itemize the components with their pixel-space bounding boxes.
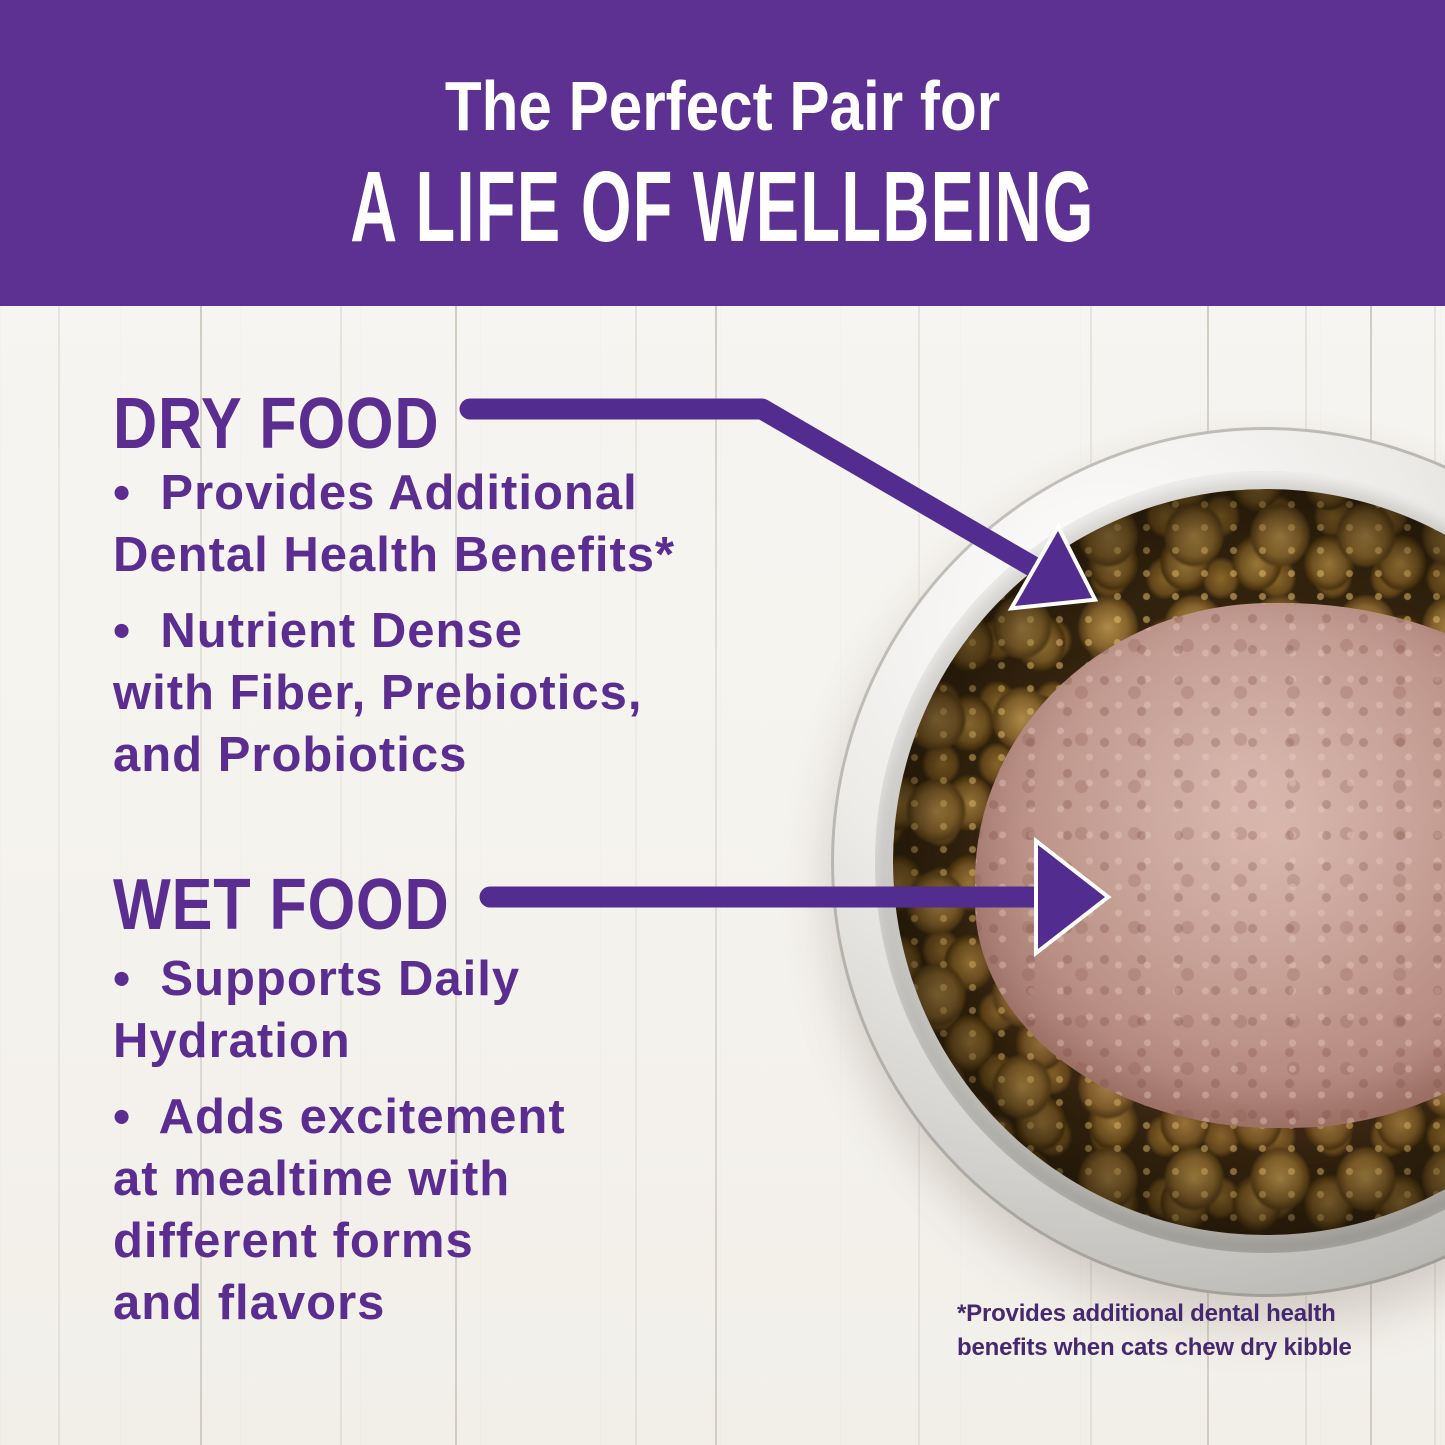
wet-food-heading: WET FOOD — [113, 865, 450, 945]
wood-plank-seam — [715, 306, 717, 1445]
wet-food-bullet-hydration: • Supports Daily Hydration — [113, 948, 520, 1072]
dry-food-bullet-dental: • Provides Additional Dental Health Bene… — [113, 462, 675, 586]
bullet-line: and flavors — [113, 1276, 386, 1330]
bullet-line: at mealtime with — [113, 1152, 511, 1206]
disclaimer-line: benefits when cats chew dry kibble — [957, 1334, 1352, 1361]
wood-plank-seam — [635, 306, 637, 1445]
wet-food-pate — [975, 603, 1445, 1128]
bullet-line: Dental Health Benefits* — [113, 528, 676, 582]
bullet-line: • Nutrient Dense — [113, 604, 523, 658]
bullet-line: • Adds excitement — [113, 1090, 566, 1144]
wood-plank-seam — [200, 306, 202, 1445]
wood-plank-seam — [340, 306, 342, 1445]
banner-title-line2: A LIFE OF WELLBEING — [350, 151, 1095, 263]
dry-food-bullet-nutrient: • Nutrient Dense with Fiber, Prebiotics,… — [113, 600, 642, 786]
bullet-line: Hydration — [113, 1014, 351, 1068]
header-banner: The Perfect Pair for A LIFE OF WELLBEING — [0, 0, 1445, 306]
bullet-line: and Probiotics — [113, 728, 468, 782]
banner-title-line1: The Perfect Pair for — [444, 67, 1001, 145]
bullet-line: with Fiber, Prebiotics, — [113, 666, 643, 720]
dry-food-heading: DRY FOOD — [113, 384, 440, 464]
wood-plank-seam — [58, 306, 60, 1445]
bullet-line: different forms — [113, 1214, 474, 1268]
disclaimer-note: *Provides additional dental health benef… — [957, 1297, 1352, 1365]
wood-plank-seam — [455, 306, 457, 1445]
wet-food-bullet-excitement: • Adds excitement at mealtime with diffe… — [113, 1086, 566, 1334]
disclaimer-line: *Provides additional dental health — [957, 1300, 1336, 1327]
bullet-line: • Supports Daily — [113, 952, 521, 1006]
bullet-line: • Provides Additional — [113, 466, 638, 520]
